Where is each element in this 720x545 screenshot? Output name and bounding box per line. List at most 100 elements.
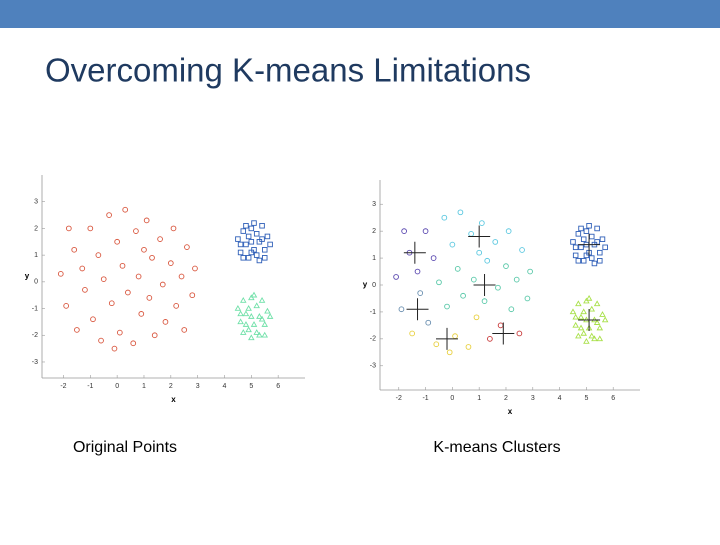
- point: [151, 332, 158, 339]
- y-axis-label: y: [363, 280, 368, 289]
- point: [417, 290, 424, 296]
- point: [577, 313, 585, 320]
- point: [449, 241, 456, 248]
- point: [141, 246, 147, 253]
- point: [245, 255, 252, 261]
- point: [250, 291, 258, 298]
- point: [173, 303, 180, 309]
- y-tick-label: -1: [32, 305, 38, 312]
- point: [261, 321, 269, 327]
- point: [138, 311, 145, 317]
- point: [586, 223, 592, 229]
- x-tick-label: -1: [87, 383, 93, 390]
- point: [572, 321, 579, 328]
- point: [264, 307, 271, 314]
- centroid: [436, 327, 459, 350]
- point: [259, 222, 265, 229]
- point: [253, 252, 260, 258]
- point: [409, 330, 416, 337]
- point: [167, 260, 174, 266]
- point: [245, 305, 252, 311]
- point: [90, 316, 96, 323]
- x-tick-label: 5: [584, 395, 588, 402]
- point: [577, 324, 585, 331]
- point: [259, 236, 265, 242]
- point: [245, 326, 252, 333]
- point: [422, 228, 429, 235]
- point: [593, 319, 601, 325]
- point: [570, 239, 576, 245]
- y-tick-label: 2: [34, 225, 38, 232]
- point: [569, 308, 577, 315]
- point: [248, 334, 255, 341]
- point: [57, 270, 64, 277]
- x-tick-label: -2: [60, 383, 66, 390]
- point: [508, 306, 515, 313]
- point: [189, 292, 196, 299]
- centroid: [578, 309, 601, 331]
- y-tick-label: 1: [34, 252, 38, 259]
- point: [601, 316, 609, 323]
- point: [237, 249, 244, 256]
- point: [256, 257, 263, 264]
- point: [242, 321, 250, 327]
- point: [248, 239, 255, 245]
- point: [79, 265, 86, 272]
- point: [476, 249, 483, 256]
- point: [460, 292, 466, 299]
- point: [240, 228, 247, 234]
- point: [575, 258, 582, 264]
- point: [433, 341, 440, 348]
- point: [248, 249, 255, 256]
- x-tick-label: 4: [223, 383, 227, 390]
- point: [441, 214, 448, 221]
- point: [444, 303, 450, 310]
- centroid: [468, 225, 491, 248]
- point: [588, 305, 596, 312]
- point: [589, 255, 595, 261]
- point: [261, 331, 269, 338]
- x-tick-label: -2: [396, 395, 402, 402]
- x-tick-label: 3: [196, 383, 200, 390]
- point: [237, 318, 244, 325]
- point: [583, 338, 590, 344]
- y-tick-label: 3: [34, 199, 38, 206]
- point: [237, 241, 244, 248]
- point: [65, 225, 72, 232]
- point: [580, 329, 587, 336]
- point: [256, 313, 263, 319]
- point: [436, 279, 442, 286]
- y-axis-label: y: [25, 272, 30, 281]
- point: [240, 255, 247, 261]
- x-tick-label: 0: [115, 383, 119, 390]
- point: [242, 310, 250, 317]
- point: [264, 233, 271, 240]
- x-tick-label: 4: [558, 395, 562, 402]
- point: [594, 225, 600, 232]
- point: [245, 233, 252, 240]
- x-tick-label: 0: [450, 395, 454, 402]
- point: [516, 330, 523, 337]
- point: [256, 331, 263, 338]
- point: [593, 300, 601, 307]
- x-tick-label: -1: [422, 395, 428, 402]
- point: [74, 327, 80, 333]
- point: [585, 294, 593, 301]
- x-tick-label: 3: [531, 395, 535, 402]
- point: [513, 276, 520, 283]
- point: [495, 284, 501, 291]
- point: [253, 329, 260, 335]
- point: [470, 276, 477, 283]
- point: [575, 300, 582, 307]
- chart-caption: K-means Clusters: [433, 439, 560, 456]
- point: [572, 252, 579, 259]
- point: [261, 247, 268, 253]
- centroid: [492, 322, 515, 345]
- x-tick-label: 5: [249, 383, 253, 390]
- y-tick-label: 2: [372, 228, 376, 235]
- point: [237, 310, 244, 317]
- point: [157, 236, 163, 242]
- point: [235, 236, 241, 242]
- point: [602, 244, 608, 251]
- point: [130, 340, 137, 347]
